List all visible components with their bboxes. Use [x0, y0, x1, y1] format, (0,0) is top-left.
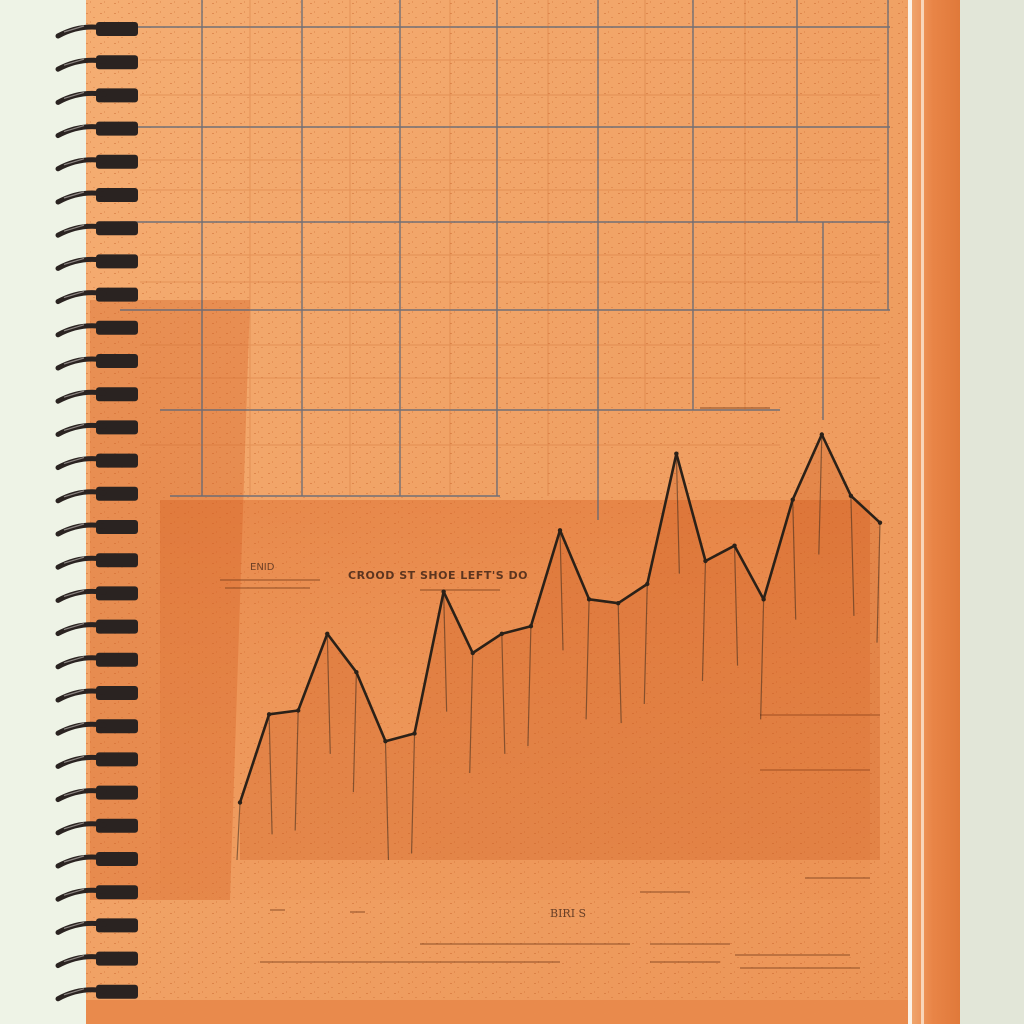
chart-stem: [643, 583, 648, 705]
spiral-ring: [55, 951, 138, 969]
page-lower-band: [86, 1000, 908, 1024]
bottom-scribbles: [220, 407, 880, 969]
chart-point: [703, 558, 708, 564]
chart-point: [441, 589, 446, 594]
chart-stem: [733, 545, 739, 666]
spiral-ring: [55, 818, 138, 836]
spiral-ring: [55, 188, 138, 205]
spiral-binding: [55, 22, 138, 1002]
chart-stem: [876, 522, 881, 643]
chart-point: [586, 597, 592, 602]
spiral-ring: [55, 154, 138, 172]
spiral-ring: [55, 553, 138, 570]
spiral-ring: [55, 387, 138, 404]
chart-point: [819, 432, 825, 437]
chart-stem: [384, 741, 390, 861]
chart-point: [412, 731, 417, 736]
spiral-ring: [55, 586, 138, 603]
chart-stem: [701, 560, 707, 682]
spiral-ring: [55, 486, 138, 504]
chart-point: [790, 497, 795, 502]
spiral-ring: [55, 88, 138, 105]
spiral-ring: [55, 752, 138, 769]
chart-point: [354, 669, 359, 675]
chart-points: [237, 432, 883, 805]
chart-point: [645, 581, 650, 587]
chart-stem: [268, 714, 273, 835]
chart-stem: [850, 495, 855, 616]
chart-point: [877, 520, 883, 525]
chart-stem: [236, 802, 241, 861]
chart-stem: [326, 633, 331, 754]
spiral-ring: [55, 320, 138, 338]
spiral-ring: [55, 520, 138, 537]
grid-lines: [120, 0, 890, 520]
chart-stem: [760, 599, 765, 720]
spiral-ring: [55, 852, 138, 869]
chart-point: [237, 800, 243, 805]
page-edge-highlight-2: [921, 0, 924, 1024]
chart-stem: [585, 599, 590, 720]
spiral-ring: [55, 287, 138, 305]
chart-point: [557, 528, 563, 533]
chart-fill: [240, 434, 880, 860]
chart-stem: [469, 652, 474, 774]
spiral-ring: [55, 652, 138, 670]
left-wash: [90, 300, 250, 900]
chart-stem: [675, 453, 680, 574]
chart-point: [266, 712, 272, 717]
spiral-ring: [55, 420, 138, 437]
chart-stem: [501, 633, 506, 754]
header-smudge-text: CROOD ST SHOE LEFT'S DO: [348, 569, 528, 582]
spiral-ring: [55, 254, 138, 271]
cover-edge: [905, 0, 960, 1024]
spiral-ring: [55, 719, 138, 736]
chart-stem: [559, 530, 564, 651]
lower-wash: [160, 500, 870, 900]
chart-stems: [236, 434, 881, 861]
chart-point: [848, 493, 854, 499]
chart-stem: [410, 733, 416, 854]
spiral-ring: [55, 918, 138, 935]
chart-stem: [352, 672, 357, 793]
page-edge-highlight: [906, 0, 912, 1024]
chart-point: [528, 623, 534, 629]
chart-point: [732, 543, 737, 548]
spiral-ring: [55, 984, 138, 1002]
footer-smudge-text: BIRI S: [550, 907, 586, 920]
chart-point: [470, 650, 475, 656]
chart-point: [761, 597, 766, 602]
chart-point: [615, 600, 621, 606]
spiral-ring: [55, 785, 138, 803]
spiral-ring: [55, 686, 138, 703]
chart-stem: [294, 710, 299, 831]
chart-point: [383, 738, 388, 744]
spiral-ring: [55, 354, 138, 371]
faint-subgrid: [140, 0, 880, 496]
spiral-ring: [55, 55, 138, 72]
spiral-ring: [55, 453, 138, 471]
chart-stem: [792, 499, 797, 620]
chart-point: [325, 631, 330, 637]
chart-stem: [818, 434, 823, 555]
chart-area: [236, 432, 883, 861]
spiral-ring: [55, 885, 138, 902]
chart-point: [674, 451, 679, 456]
chart-point: [295, 708, 301, 713]
chart-point: [499, 631, 505, 637]
spiral-ring: [55, 221, 138, 238]
left-smudge-text: ENID: [250, 562, 275, 573]
chart-stem: [527, 626, 532, 747]
chart-stem: [617, 603, 622, 724]
spiral-ring: [55, 619, 138, 637]
spiral-ring: [55, 121, 138, 139]
spiral-ring: [55, 22, 138, 39]
chart-stem: [443, 591, 448, 712]
